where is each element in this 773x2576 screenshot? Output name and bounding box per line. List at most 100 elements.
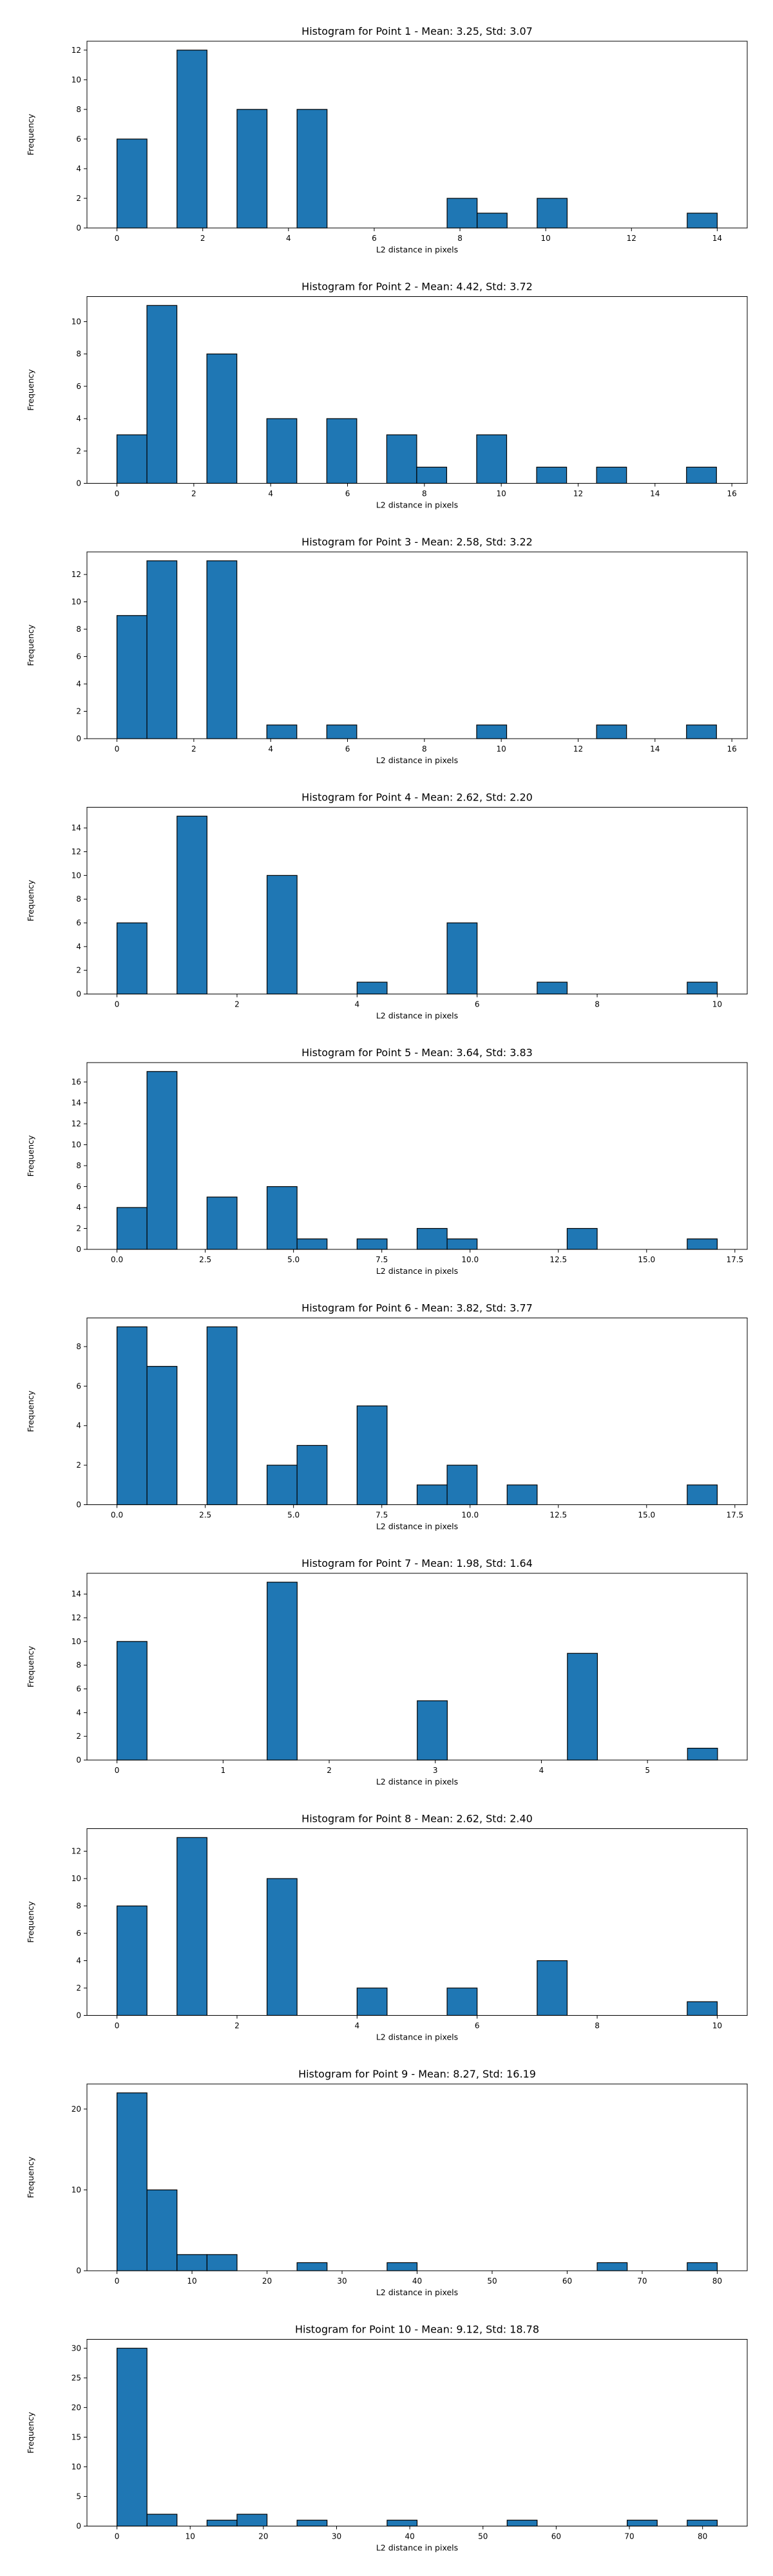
x-tick-label: 5.0 (287, 1511, 300, 1520)
histogram-bar (536, 466, 568, 484)
x-tick-label: 0 (115, 1766, 120, 1775)
y-tick-label: 16 (72, 1077, 81, 1086)
x-tick-label: 4 (354, 2022, 359, 2031)
chart-panel: Histogram for Point 4 - Mean: 2.62, Std:… (26, 791, 748, 1021)
x-axis-label: L2 distance in pixels (376, 2032, 458, 2042)
histogram-bar (116, 1326, 148, 1506)
y-tick-label: 20 (72, 2403, 81, 2412)
y-axis-label: Frequency (26, 880, 35, 922)
axes-frame (86, 1573, 748, 1761)
histogram-bar (296, 109, 328, 229)
x-tick-label: 3 (433, 1766, 438, 1775)
y-tick-label: 0 (76, 990, 81, 999)
x-tick-label: 50 (487, 2277, 497, 2286)
histogram-bar (537, 981, 568, 995)
histogram-bar (326, 418, 358, 484)
histogram-bar (146, 1071, 178, 1250)
x-tick-label: 1 (221, 1766, 226, 1775)
x-tick-label: 6 (475, 1000, 480, 1009)
histogram-bar (266, 418, 298, 484)
x-tick-label: 6 (372, 234, 377, 243)
x-tick-label: 15.0 (638, 1255, 655, 1264)
x-tick-label: 4 (268, 489, 273, 498)
histogram-bar (416, 466, 448, 484)
y-tick-label: 12 (72, 570, 81, 579)
x-tick-label: 7.5 (376, 1511, 388, 1520)
histogram-bar (596, 466, 627, 484)
y-tick-label: 10 (72, 75, 81, 84)
histogram-bar (416, 1227, 448, 1250)
bars (116, 305, 717, 484)
histogram-bar (686, 724, 717, 739)
x-tick-label: 2 (191, 744, 196, 753)
histogram-bar (476, 724, 508, 739)
chart-title: Histogram for Point 2 - Mean: 4.42, Std:… (301, 281, 533, 293)
x-tick-label: 20 (258, 2532, 268, 2541)
bars (116, 560, 717, 739)
x-tick-label: 4 (268, 744, 273, 753)
x-tick-label: 60 (551, 2532, 561, 2541)
y-tick-label: 6 (76, 918, 81, 927)
y-tick-label: 4 (76, 1708, 81, 1717)
histogram-bar (206, 354, 238, 484)
histogram-bar (687, 2262, 718, 2271)
y-tick-label: 4 (76, 414, 81, 423)
y-tick-label: 8 (76, 625, 81, 634)
y-tick-label: 10 (72, 2185, 81, 2194)
y-tick-label: 0 (76, 1756, 81, 1765)
axes-frame (86, 2339, 748, 2526)
x-tick-label: 10 (497, 744, 506, 753)
y-tick-label: 12 (72, 1613, 81, 1622)
chart-title: Histogram for Point 8 - Mean: 2.62, Std:… (301, 1813, 533, 1825)
x-tick-label: 12.5 (549, 1511, 567, 1520)
x-tick-label: 6 (475, 2022, 480, 2031)
x-tick-label: 10 (712, 1000, 722, 1009)
histogram-bar (687, 981, 718, 995)
chart-title: Histogram for Point 4 - Mean: 2.62, Std:… (301, 791, 533, 804)
x-tick-label: 5.0 (287, 1255, 300, 1264)
histogram-bar (506, 2519, 538, 2527)
y-tick-label: 0 (76, 223, 81, 232)
histogram-bar (177, 2254, 207, 2271)
x-tick-label: 2 (234, 1000, 240, 1009)
y-axis-label: Frequency (26, 1390, 35, 1432)
x-tick-label: 40 (412, 2277, 422, 2286)
axes-frame (86, 2083, 748, 2271)
x-tick-label: 14 (650, 744, 660, 753)
x-tick-label: 10 (712, 2022, 722, 2031)
chart-panel: Histogram for Point 3 - Mean: 2.58, Std:… (26, 536, 748, 765)
histogram-bar (687, 1747, 718, 1761)
histogram-bar (266, 1878, 298, 2016)
y-tick-label: 10 (72, 1141, 81, 1150)
axes-frame (86, 1062, 748, 1250)
x-tick-label: 50 (478, 2532, 488, 2541)
histogram-bar (146, 305, 178, 484)
x-tick-label: 6 (345, 489, 350, 498)
x-tick-label: 16 (727, 744, 736, 753)
histogram-bar (686, 466, 717, 484)
chart-panel: Histogram for Point 7 - Mean: 1.98, Std:… (26, 1557, 748, 1786)
histogram-bar (596, 724, 627, 739)
y-axis-label: Frequency (26, 1135, 35, 1177)
x-axis-label: L2 distance in pixels (376, 1011, 458, 1021)
histogram-bar (687, 2519, 718, 2527)
y-tick-label: 10 (72, 598, 81, 607)
x-axis-label: L2 distance in pixels (376, 1522, 458, 1531)
histogram-bar (206, 1197, 238, 1250)
x-tick-label: 17.5 (726, 1511, 743, 1520)
x-tick-label: 20 (262, 2277, 272, 2286)
y-tick-label: 14 (72, 1099, 81, 1108)
histogram-bar (146, 2514, 178, 2527)
chart-title: Histogram for Point 7 - Mean: 1.98, Std:… (301, 1557, 533, 1569)
x-tick-label: 0 (115, 2532, 120, 2541)
y-tick-label: 4 (76, 164, 81, 173)
x-tick-label: 2.5 (199, 1255, 211, 1264)
x-tick-label: 8 (422, 489, 427, 498)
y-tick-label: 10 (72, 871, 81, 880)
chart-panel: Histogram for Point 1 - Mean: 3.25, Std:… (26, 25, 748, 254)
y-tick-label: 0 (76, 1245, 81, 1254)
histogram-bar (206, 1326, 238, 1506)
histogram-bar (117, 1641, 148, 1761)
y-tick-label: 0 (76, 2011, 81, 2020)
